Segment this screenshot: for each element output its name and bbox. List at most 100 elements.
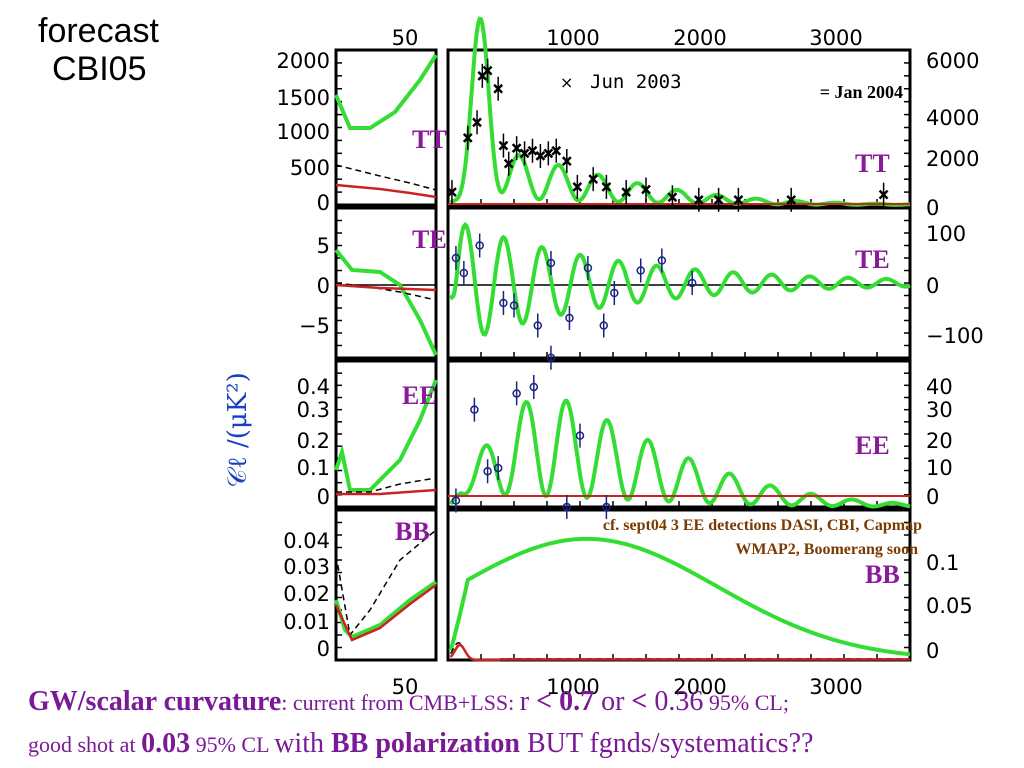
right-tick-label: 0.1	[926, 551, 959, 575]
bb-left-red	[334, 583, 437, 642]
left-tick-label: 1000	[277, 120, 330, 144]
tt-data-point	[462, 132, 473, 143]
ee-data-point	[451, 496, 461, 505]
tt-data-point	[561, 156, 572, 166]
tt-model-curve	[449, 16, 911, 207]
tt-data-point	[447, 187, 457, 197]
bb-tensor-red	[449, 643, 910, 662]
bottom-x-tick: 2000	[673, 675, 726, 699]
tt-data-point	[503, 158, 514, 169]
caption-or: or	[594, 686, 632, 717]
te-label-left: TE	[412, 225, 447, 254]
right-tick-label: 0.05	[926, 594, 973, 618]
tt-data-point	[527, 145, 538, 156]
jun2003-label: Jun 2003	[590, 71, 682, 93]
right-tick-label: 2000	[926, 147, 979, 171]
ee-detections-line-1: cf. sept04 3 EE detections DASI, CBI, Ca…	[603, 517, 922, 534]
left-tick-label: 1500	[277, 86, 330, 110]
tt-data-point	[641, 184, 651, 195]
tt-data-point	[551, 145, 562, 156]
tt-data-point	[733, 194, 744, 205]
caption-line-1: GW/scalar curvature: current from CMB+LS…	[28, 686, 789, 718]
te-left-red	[335, 283, 437, 292]
left-tick-label: 0.2	[297, 429, 330, 453]
right-tick-label: 10	[926, 456, 953, 480]
te-data-point	[583, 263, 593, 273]
tt-data-point	[588, 174, 599, 185]
ee-data-point	[575, 431, 585, 440]
left-tick-label: 0.02	[283, 582, 330, 606]
caption-07: < 0.7	[536, 686, 595, 717]
bottom-x-tick: 3000	[809, 675, 862, 699]
jun2003-marker: ×	[560, 73, 573, 92]
tt-label-left: TT	[412, 125, 447, 154]
ee-left-red	[336, 488, 437, 496]
right-tick-label: 0	[926, 639, 939, 663]
te-left-dashed	[335, 282, 437, 301]
tt-left-red	[335, 183, 437, 199]
right-tick-label: 4000	[926, 106, 979, 130]
ee-data-point	[512, 389, 521, 398]
ee-data-point	[470, 405, 479, 414]
top-x-tick: 2000	[673, 26, 726, 50]
ee-data-point	[546, 353, 556, 363]
bb-left-dashed	[335, 529, 437, 637]
left-tick-label: 0	[317, 485, 330, 509]
ee-left-green	[334, 379, 438, 492]
right-tick-label: 30	[926, 398, 953, 422]
ee-data-point	[493, 463, 503, 473]
ee-left-dashed	[336, 477, 437, 493]
right-tick-label: 100	[926, 222, 966, 246]
left-tick-label: 0.01	[283, 610, 330, 634]
te-label-right: TE	[855, 245, 890, 274]
right-tick-label: 0	[926, 485, 939, 509]
right-tick-label: 20	[926, 429, 953, 453]
te-data-point	[499, 298, 508, 308]
tt-data-point	[543, 148, 554, 159]
title-line-1: forecast	[38, 12, 159, 50]
tt-data-point	[878, 189, 889, 200]
jan2004-label: = Jan 2004	[820, 82, 903, 102]
te-data-point	[657, 256, 667, 265]
tt-data-point	[786, 194, 797, 205]
top-x-tick: 3000	[809, 26, 862, 50]
left-tick-label: 5	[317, 234, 330, 258]
caption-003: 0.03	[141, 728, 191, 759]
ee-data-point	[483, 467, 492, 476]
te-data-point	[451, 253, 461, 263]
ee-label-left: EE	[402, 381, 437, 410]
caption-bb: BB polarization	[330, 728, 520, 759]
bb-lensing-dashed	[449, 641, 910, 661]
tt-data-point	[621, 187, 632, 197]
left-tick-label: 500	[290, 156, 330, 180]
caption-but: BUT fgnds/systematics??	[519, 728, 814, 759]
caption-shot: good shot at	[28, 732, 142, 757]
bb-label-right: BB	[865, 560, 900, 589]
y-axis-label: 𝒞ℓ /(μK²)	[223, 372, 253, 487]
ee-data-point	[529, 382, 539, 392]
te-model-curve	[448, 222, 911, 337]
caption-lt: <	[631, 686, 655, 717]
title-line-2: CBI05	[52, 50, 147, 88]
left-tick-label: 0	[317, 274, 330, 298]
te-data-point	[509, 301, 519, 310]
left-tick-label: 0.04	[283, 529, 330, 553]
left-tick-label: 0.3	[297, 398, 330, 422]
ee-label-right: EE	[855, 431, 890, 460]
te-data-point	[687, 278, 697, 288]
tt-data-point	[713, 194, 724, 205]
bottom-x-tick-left: 50	[392, 675, 419, 699]
caption-cl: 95% CL	[190, 732, 275, 757]
caption-text-c: 95% CL;	[703, 690, 789, 715]
caption-with: with	[274, 728, 331, 759]
te-data-point	[610, 288, 619, 298]
te-left-green	[334, 248, 438, 356]
te-data-point	[599, 321, 609, 330]
tt-data-point	[693, 194, 704, 205]
te-data-point	[475, 241, 484, 250]
left-tick-label: 0.4	[297, 375, 330, 399]
bb-model-curve	[448, 536, 911, 657]
tt-left-green	[334, 53, 438, 130]
bb-label-left: BB	[395, 517, 430, 546]
